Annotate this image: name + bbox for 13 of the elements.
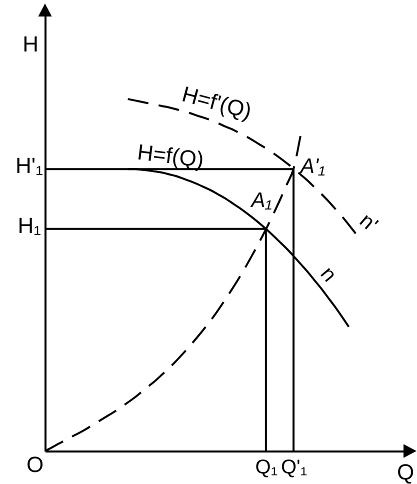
text: H=f'(Q) [179, 81, 254, 124]
annotation: n [316, 262, 341, 286]
text: O [26, 452, 44, 477]
y-axis-title: H [22, 32, 38, 56]
annotation: A₁ [249, 188, 272, 212]
x-axis-title: Q [396, 460, 414, 484]
annotation: A'₁ [298, 155, 326, 178]
text: H'₁ [15, 153, 43, 178]
x-tick-label: Q'₁ [280, 456, 308, 478]
text: H=f(Q) [136, 139, 206, 172]
text: H₁ [18, 212, 41, 238]
x-tick-label: Q₁ [255, 456, 278, 478]
annotation: n' [355, 208, 382, 237]
